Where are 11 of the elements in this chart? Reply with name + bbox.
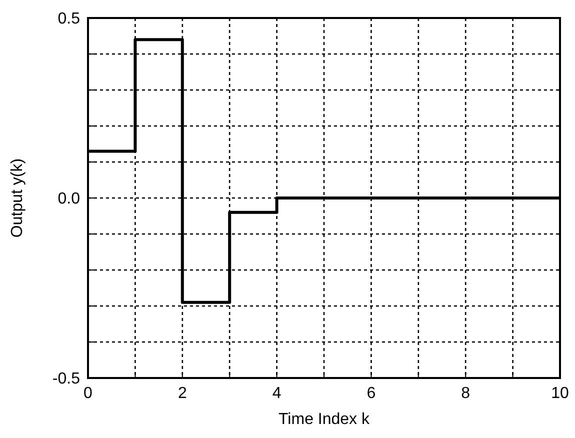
y-tick-label: -0.5 [52,370,80,388]
x-tick-label: 10 [551,385,569,402]
x-tick-label: 2 [178,385,187,402]
x-tick-label: 0 [84,385,93,402]
y-tick-label: 0.0 [58,190,80,208]
y-axis-title: Output y(k) [9,158,26,238]
x-tick-label: 4 [272,385,282,402]
x-tick-label: 6 [366,385,376,402]
x-axis-title: Time Index k [278,411,370,428]
y-tick-label: 0.5 [58,10,80,28]
x-tick-label: 8 [461,385,470,402]
